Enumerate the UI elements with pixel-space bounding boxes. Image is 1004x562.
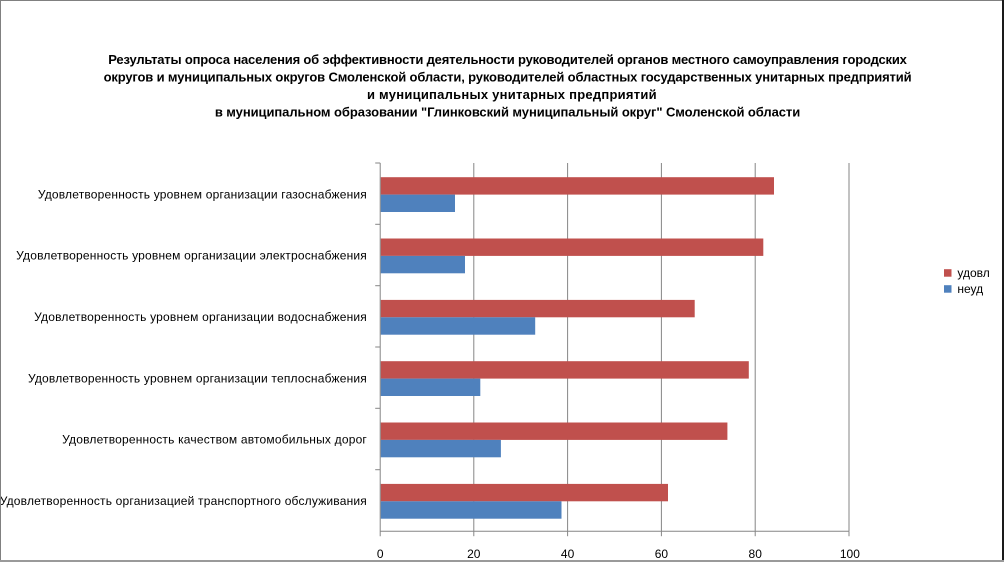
svg-text:Удовлетворенность уровнем орга: Удовлетворенность уровнем организации во… [34, 310, 367, 324]
svg-text:40: 40 [561, 547, 575, 561]
svg-text:округов и муниципальных округо: округов и муниципальных округов Смоленск… [104, 70, 912, 85]
svg-text:Результаты опроса населения об: Результаты опроса населения об эффективн… [108, 52, 907, 67]
svg-text:20: 20 [467, 547, 481, 561]
svg-text:удовл: удовл [957, 266, 989, 280]
svg-text:Удовлетворенность качеством ав: Удовлетворенность качеством автомобильны… [62, 433, 367, 447]
svg-text:Удовлетворенность уровнем орга: Удовлетворенность уровнем организации эл… [16, 249, 367, 263]
svg-text:неуд: неуд [957, 282, 983, 296]
svg-text:80: 80 [749, 547, 763, 561]
svg-text:и муниципальных унитарных пред: и муниципальных унитарных предприятий [367, 87, 657, 102]
svg-text:Удовлетворенность организацией: Удовлетворенность организацией транспорт… [0, 494, 367, 508]
svg-text:100: 100 [840, 547, 860, 561]
svg-text:в муниципальном образовании "Г: в муниципальном образовании "Глинковский… [215, 105, 800, 120]
svg-text:Удовлетворенность уровнем орга: Удовлетворенность уровнем организации те… [28, 371, 367, 385]
svg-text:Удовлетворенность уровнем орга: Удовлетворенность уровнем организации га… [38, 187, 367, 201]
svg-text:60: 60 [655, 547, 669, 561]
svg-text:0: 0 [377, 547, 384, 561]
